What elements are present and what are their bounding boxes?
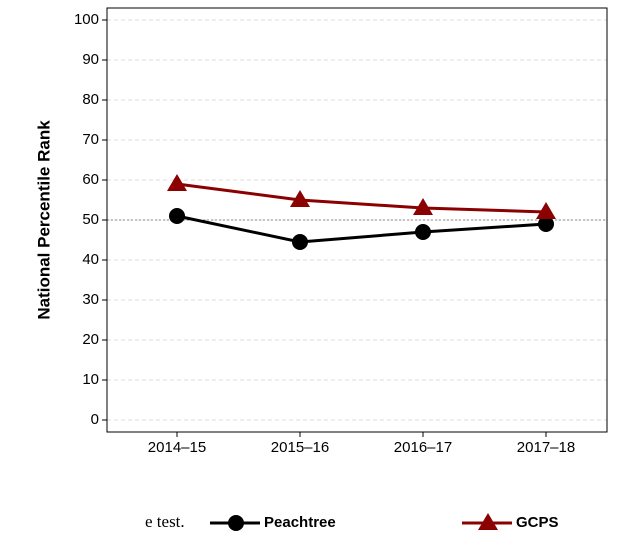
y-tick-label: 80 xyxy=(82,91,99,108)
y-tick-label: 0 xyxy=(91,411,99,428)
plot-frame xyxy=(106,7,608,433)
y-axis-label: National Percentile Rank xyxy=(34,120,53,320)
y-tick-label: 60 xyxy=(82,171,99,188)
x-tick-label: 2017–18 xyxy=(517,439,575,456)
y-tick-label: 50 xyxy=(82,211,99,228)
y-tick-label: 40 xyxy=(82,251,99,268)
point xyxy=(415,224,431,240)
point xyxy=(478,513,498,530)
series-line xyxy=(176,214,547,244)
point xyxy=(228,515,244,531)
x-tick-label: 2015–16 xyxy=(271,439,329,456)
point xyxy=(169,208,185,224)
point xyxy=(167,174,187,191)
y-tick-label: 70 xyxy=(82,131,99,148)
y-tick-label: 10 xyxy=(82,371,99,388)
y-tick-label: 20 xyxy=(82,331,99,348)
point xyxy=(536,202,556,219)
point xyxy=(538,216,554,232)
point xyxy=(292,234,308,250)
annotation: e test. xyxy=(145,512,185,531)
legend-label: Peachtree xyxy=(264,514,336,531)
x-tick-label: 2016–17 xyxy=(394,439,452,456)
x-tick-label: 2014–15 xyxy=(148,439,206,456)
y-tick-label: 90 xyxy=(82,51,99,68)
series-line xyxy=(176,182,547,214)
y-tick-label: 30 xyxy=(82,291,99,308)
y-tick-label: 100 xyxy=(74,11,99,28)
legend-label: GCPS xyxy=(516,514,559,531)
point xyxy=(290,190,310,207)
point xyxy=(413,198,433,215)
